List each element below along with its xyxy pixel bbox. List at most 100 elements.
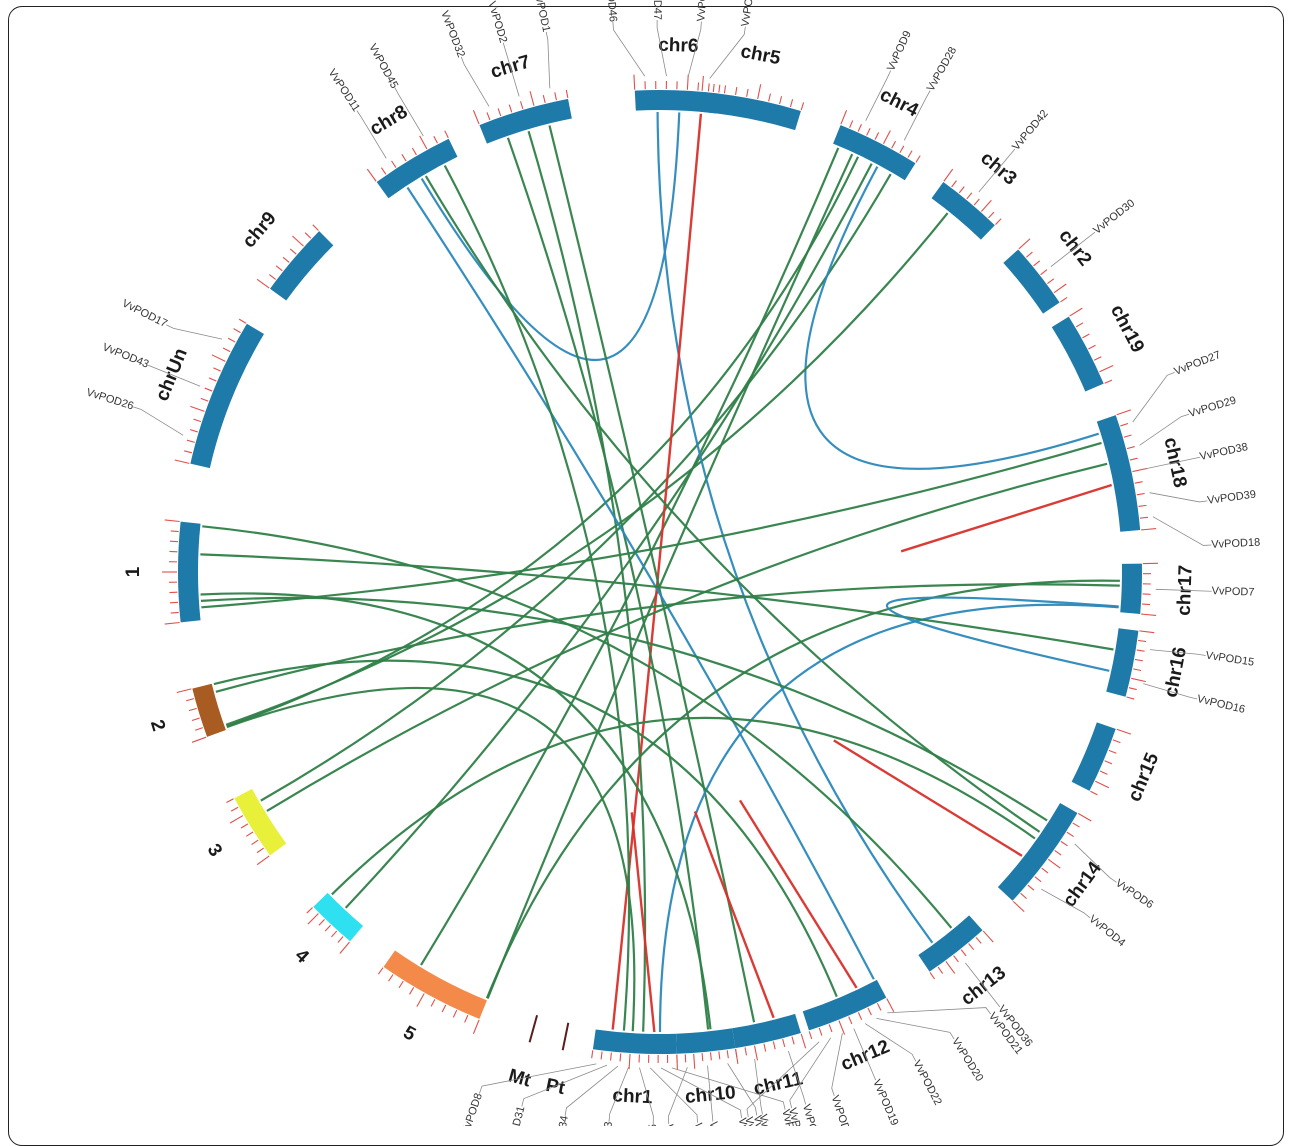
tick — [702, 1053, 703, 1061]
tick — [875, 132, 879, 139]
tick — [1130, 458, 1138, 460]
tick — [850, 120, 853, 127]
tick — [1132, 468, 1147, 471]
link-red-chr18-chr18 — [901, 485, 1112, 551]
gene-label-VvPOD23: VvPOD23 — [707, 1121, 724, 1126]
chromosome-label-chr19: chr19 — [1106, 302, 1148, 357]
tick — [212, 355, 225, 362]
tick — [996, 219, 1002, 225]
tick — [687, 75, 688, 90]
tick — [473, 110, 479, 124]
tick — [976, 937, 981, 943]
tick — [1142, 604, 1150, 605]
link-red-chr12-chr12 — [740, 800, 857, 987]
gene-label-VvPOD45: VvPOD45 — [366, 42, 400, 91]
tick — [892, 141, 896, 148]
tick — [1076, 323, 1083, 327]
tick — [1078, 814, 1091, 822]
tick — [592, 1050, 593, 1058]
tick — [849, 1017, 852, 1024]
tick — [566, 90, 568, 98]
tick — [325, 925, 330, 931]
block-chr11 — [732, 1014, 801, 1048]
tick — [420, 136, 427, 149]
gene-label-VvPOD42: VvPOD42 — [1010, 108, 1051, 153]
tick — [1055, 850, 1062, 855]
tick — [1141, 614, 1156, 615]
link-green-chr7-chr10 — [508, 138, 708, 1030]
tick — [205, 388, 212, 391]
gene-label-VvPOD15: VvPOD15 — [1205, 649, 1255, 668]
gene-label-VvPOD40: VvPOD40 — [800, 1103, 824, 1126]
block-chr14 — [998, 803, 1078, 901]
tick — [790, 99, 792, 107]
tick — [338, 937, 343, 943]
tick — [1117, 410, 1131, 415]
chromosome-Pt: Pt — [544, 1023, 568, 1100]
tick — [487, 112, 490, 119]
gene-label-VvPOD27: VvPOD27 — [1172, 349, 1222, 378]
tick — [938, 967, 943, 974]
tick — [1129, 688, 1137, 690]
tick — [1124, 435, 1132, 437]
tick — [747, 89, 748, 97]
chromosome-label-s5: 5 — [400, 1022, 420, 1046]
tick — [809, 1031, 811, 1039]
gene-label-VvPOD6: VvPOD6 — [1113, 877, 1155, 911]
gene-label-VvPOD33: VvPOD33 — [598, 1121, 614, 1126]
tick — [521, 101, 523, 109]
chromosome-chr19: chr19 — [1052, 302, 1148, 392]
block-chr16 — [1106, 628, 1138, 696]
gene-leader — [1153, 517, 1211, 546]
tick — [193, 419, 201, 421]
gene-label-VvPOD32: VvPOD32 — [438, 9, 467, 59]
tick — [877, 1003, 881, 1010]
chromosome-chrUn: chrUn — [152, 319, 264, 468]
tick — [257, 279, 269, 288]
tick — [308, 914, 319, 925]
chromosome-chr15: chr15 — [1072, 722, 1164, 804]
block-chr5 — [700, 92, 801, 130]
tick — [694, 1054, 695, 1069]
chromosome-chr9: chr9 — [239, 208, 334, 300]
tick — [381, 168, 386, 175]
tick — [867, 128, 870, 135]
tick — [241, 824, 248, 828]
tick — [745, 1047, 746, 1055]
tick — [434, 136, 438, 143]
tick — [367, 169, 376, 181]
tick — [930, 972, 934, 979]
tick — [961, 950, 966, 956]
tick — [1028, 885, 1034, 890]
tick — [944, 169, 953, 181]
gene-label-VvPOD37: VvPOD37 — [739, 0, 758, 28]
gene-label-VvPOD34: VvPOD34 — [551, 1115, 571, 1126]
tick — [530, 91, 534, 105]
tick — [1127, 697, 1135, 699]
tick — [883, 130, 890, 143]
chromosome-chr3: chr3 — [932, 148, 1021, 240]
gene-label-VvPOD9: VvPOD9 — [885, 29, 914, 73]
gene-label-VvPOD19: VvPOD19 — [870, 1078, 900, 1126]
link-red-chr6-chr1 — [613, 114, 701, 1030]
chromosome-chr18: chr18 — [1097, 410, 1191, 532]
tick — [201, 398, 208, 401]
tick — [819, 1028, 822, 1036]
chromosome-label-s3: 3 — [203, 840, 226, 860]
tick — [283, 257, 289, 262]
block-chr7 — [479, 99, 571, 144]
block-chr10 — [676, 1028, 735, 1053]
tick — [981, 200, 991, 211]
tick — [252, 840, 259, 844]
link-green-chr14-s4 — [332, 718, 1035, 895]
collinearity-links — [200, 112, 1120, 1032]
tick — [1139, 631, 1154, 633]
tick — [392, 161, 396, 168]
tick — [1105, 761, 1112, 764]
link-green-chr16-s1 — [200, 554, 1113, 649]
link-green-chr18-s3 — [267, 464, 1107, 811]
tick — [165, 622, 180, 624]
link-green-chr13-s1 — [202, 526, 951, 928]
tick — [246, 832, 253, 836]
tick — [170, 602, 178, 603]
